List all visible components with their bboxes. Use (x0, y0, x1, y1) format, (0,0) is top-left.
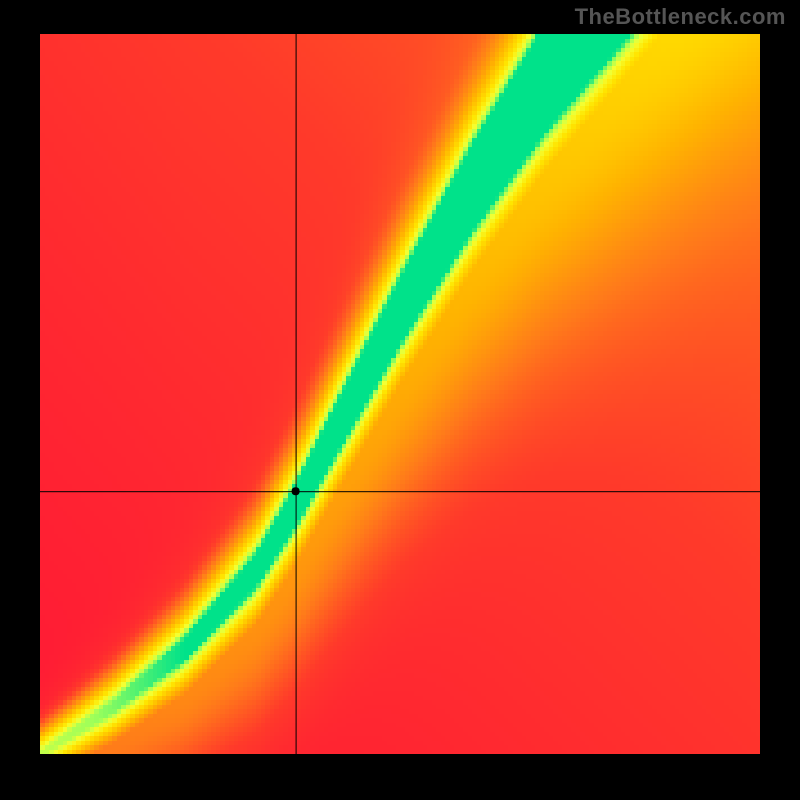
root-container: TheBottleneck.com (0, 0, 800, 800)
watermark-text: TheBottleneck.com (575, 4, 786, 30)
heatmap-canvas (40, 34, 760, 754)
heatmap-plot (40, 34, 760, 754)
